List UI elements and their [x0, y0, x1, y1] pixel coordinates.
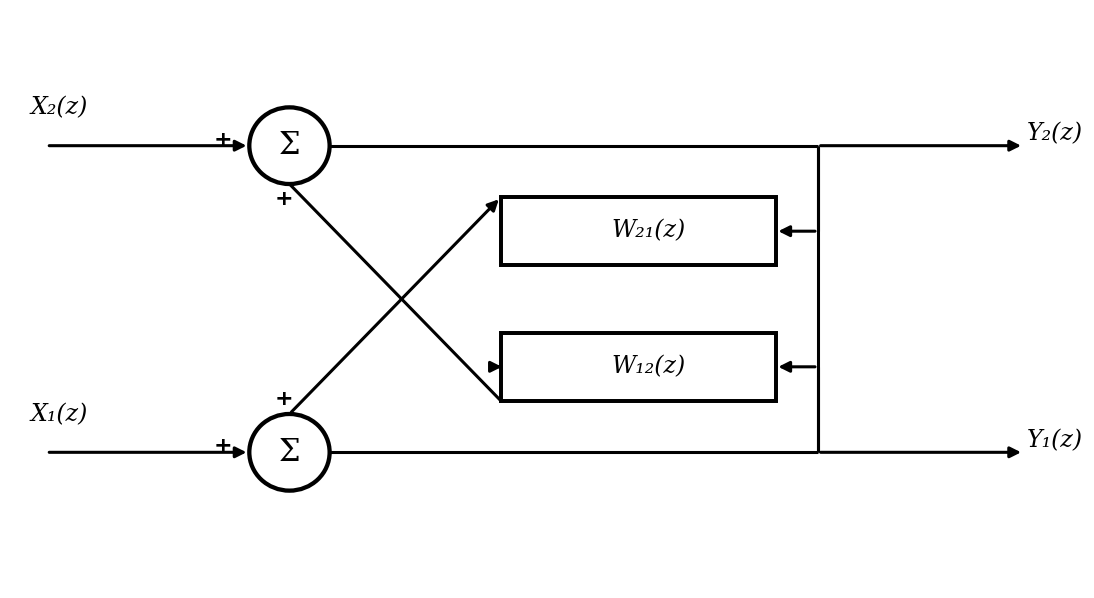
Text: +: +	[275, 389, 293, 409]
Text: X₁(z): X₁(z)	[31, 403, 88, 426]
Text: +: +	[213, 437, 232, 456]
Ellipse shape	[249, 414, 329, 490]
Text: Σ: Σ	[279, 130, 300, 161]
Text: +: +	[275, 189, 293, 209]
Text: X₂(z): X₂(z)	[31, 96, 88, 119]
Ellipse shape	[249, 108, 329, 184]
Text: Y₁(z): Y₁(z)	[1027, 429, 1083, 452]
Text: +: +	[213, 130, 232, 150]
Text: W₂₁(z): W₂₁(z)	[612, 219, 686, 243]
Bar	[501, 333, 776, 401]
Text: Y₂(z): Y₂(z)	[1027, 123, 1083, 145]
Text: W₁₂(z): W₁₂(z)	[612, 355, 686, 379]
Bar	[501, 197, 776, 265]
Text: Σ: Σ	[279, 437, 300, 468]
